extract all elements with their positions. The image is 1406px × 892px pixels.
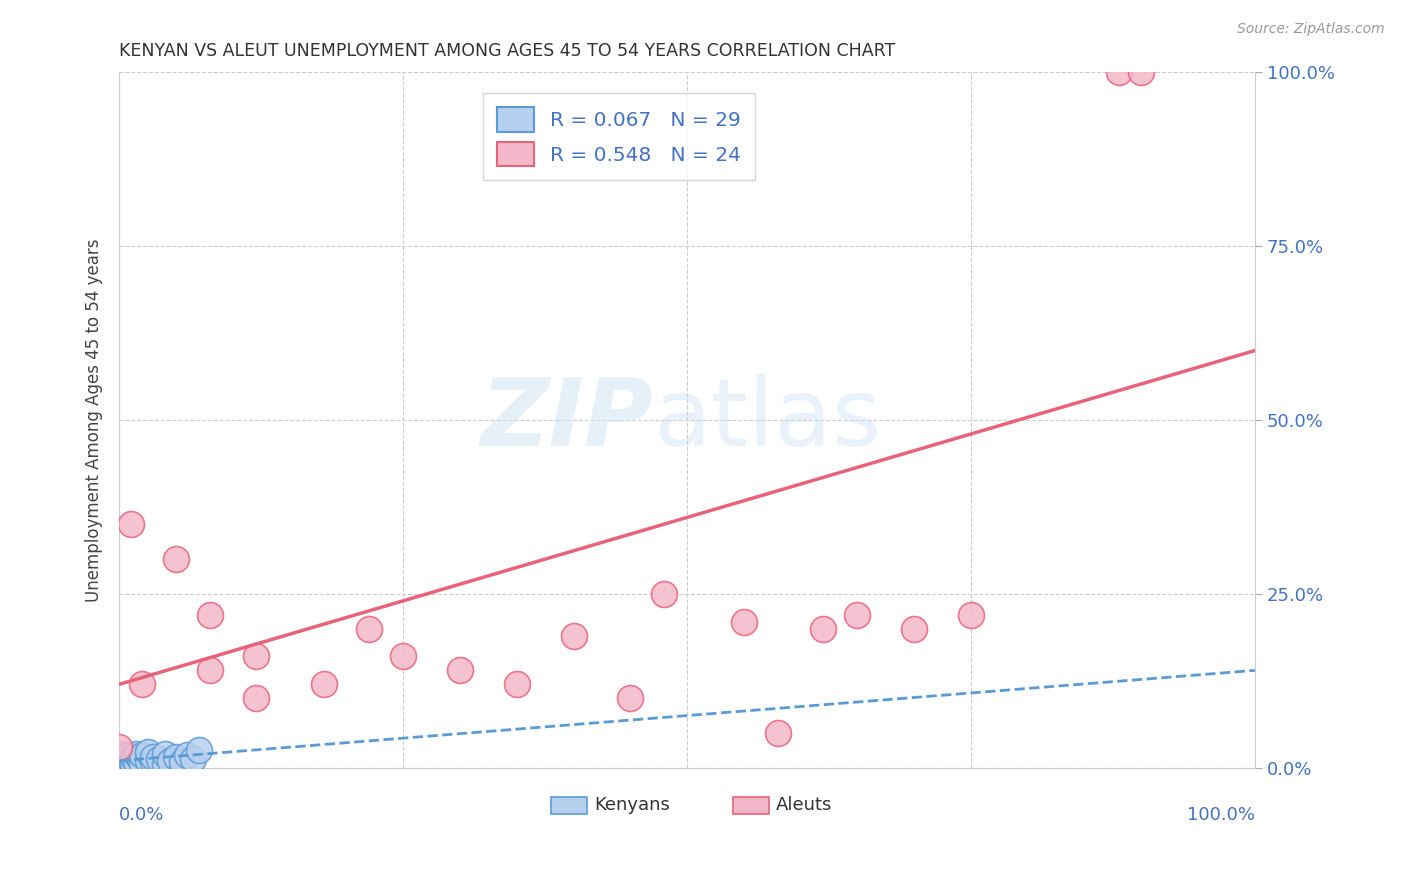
Legend: R = 0.067   N = 29, R = 0.548   N = 24: R = 0.067 N = 29, R = 0.548 N = 24 (484, 93, 755, 180)
Point (562, 629, 585, 643)
Point (181, 752, 204, 766)
Point (108, 750, 131, 764)
Point (117, 748, 139, 763)
Point (654, 587, 676, 601)
Text: Source: ZipAtlas.com: Source: ZipAtlas.com (1237, 22, 1385, 37)
Point (506, 677, 529, 691)
Point (846, 607, 869, 622)
Point (449, 664, 471, 678)
Point (619, 691, 641, 706)
Text: Kenyans: Kenyans (593, 797, 669, 814)
Point (903, 622, 925, 636)
Text: Aleuts: Aleuts (776, 797, 832, 814)
Point (108, 757, 131, 772)
Point (960, 607, 983, 622)
Point (733, 615, 755, 629)
Point (153, 747, 176, 761)
Text: KENYAN VS ALEUT UNEMPLOYMENT AMONG AGES 45 TO 54 YEARS CORRELATION CHART: KENYAN VS ALEUT UNEMPLOYMENT AMONG AGES … (120, 42, 896, 60)
Point (1108, 65, 1130, 79)
Point (120, 517, 142, 532)
Point (131, 757, 153, 772)
Point (159, 754, 181, 768)
Point (312, 677, 335, 691)
Point (165, 750, 187, 764)
Text: 0.0%: 0.0% (120, 806, 165, 824)
Point (153, 757, 176, 772)
Point (176, 748, 198, 763)
Point (170, 755, 193, 769)
Point (245, 649, 267, 664)
Point (142, 749, 165, 764)
Point (131, 748, 153, 763)
Point (165, 552, 187, 566)
FancyBboxPatch shape (733, 797, 769, 814)
Point (122, 757, 145, 772)
Point (128, 752, 150, 766)
Point (136, 754, 159, 768)
Point (108, 747, 131, 761)
Point (131, 677, 153, 691)
Point (125, 755, 148, 769)
Point (125, 747, 148, 761)
Text: 100.0%: 100.0% (1187, 806, 1256, 824)
Point (198, 664, 221, 678)
Point (120, 754, 142, 768)
Point (392, 649, 415, 664)
Point (148, 752, 170, 766)
Point (117, 755, 139, 769)
Text: ZIP: ZIP (481, 374, 652, 466)
Y-axis label: Unemployment Among Ages 45 to 54 years: Unemployment Among Ages 45 to 54 years (86, 238, 103, 602)
Point (136, 746, 159, 760)
Point (766, 726, 789, 740)
Point (359, 622, 381, 636)
Point (187, 743, 209, 757)
Point (245, 691, 267, 706)
Point (813, 622, 835, 636)
Point (1130, 65, 1153, 79)
Text: atlas: atlas (652, 374, 882, 466)
FancyBboxPatch shape (551, 797, 588, 814)
Point (198, 607, 221, 622)
Point (108, 754, 131, 768)
Point (114, 757, 136, 772)
Point (114, 752, 136, 766)
Point (142, 755, 165, 769)
Point (108, 739, 131, 754)
Point (122, 750, 145, 764)
